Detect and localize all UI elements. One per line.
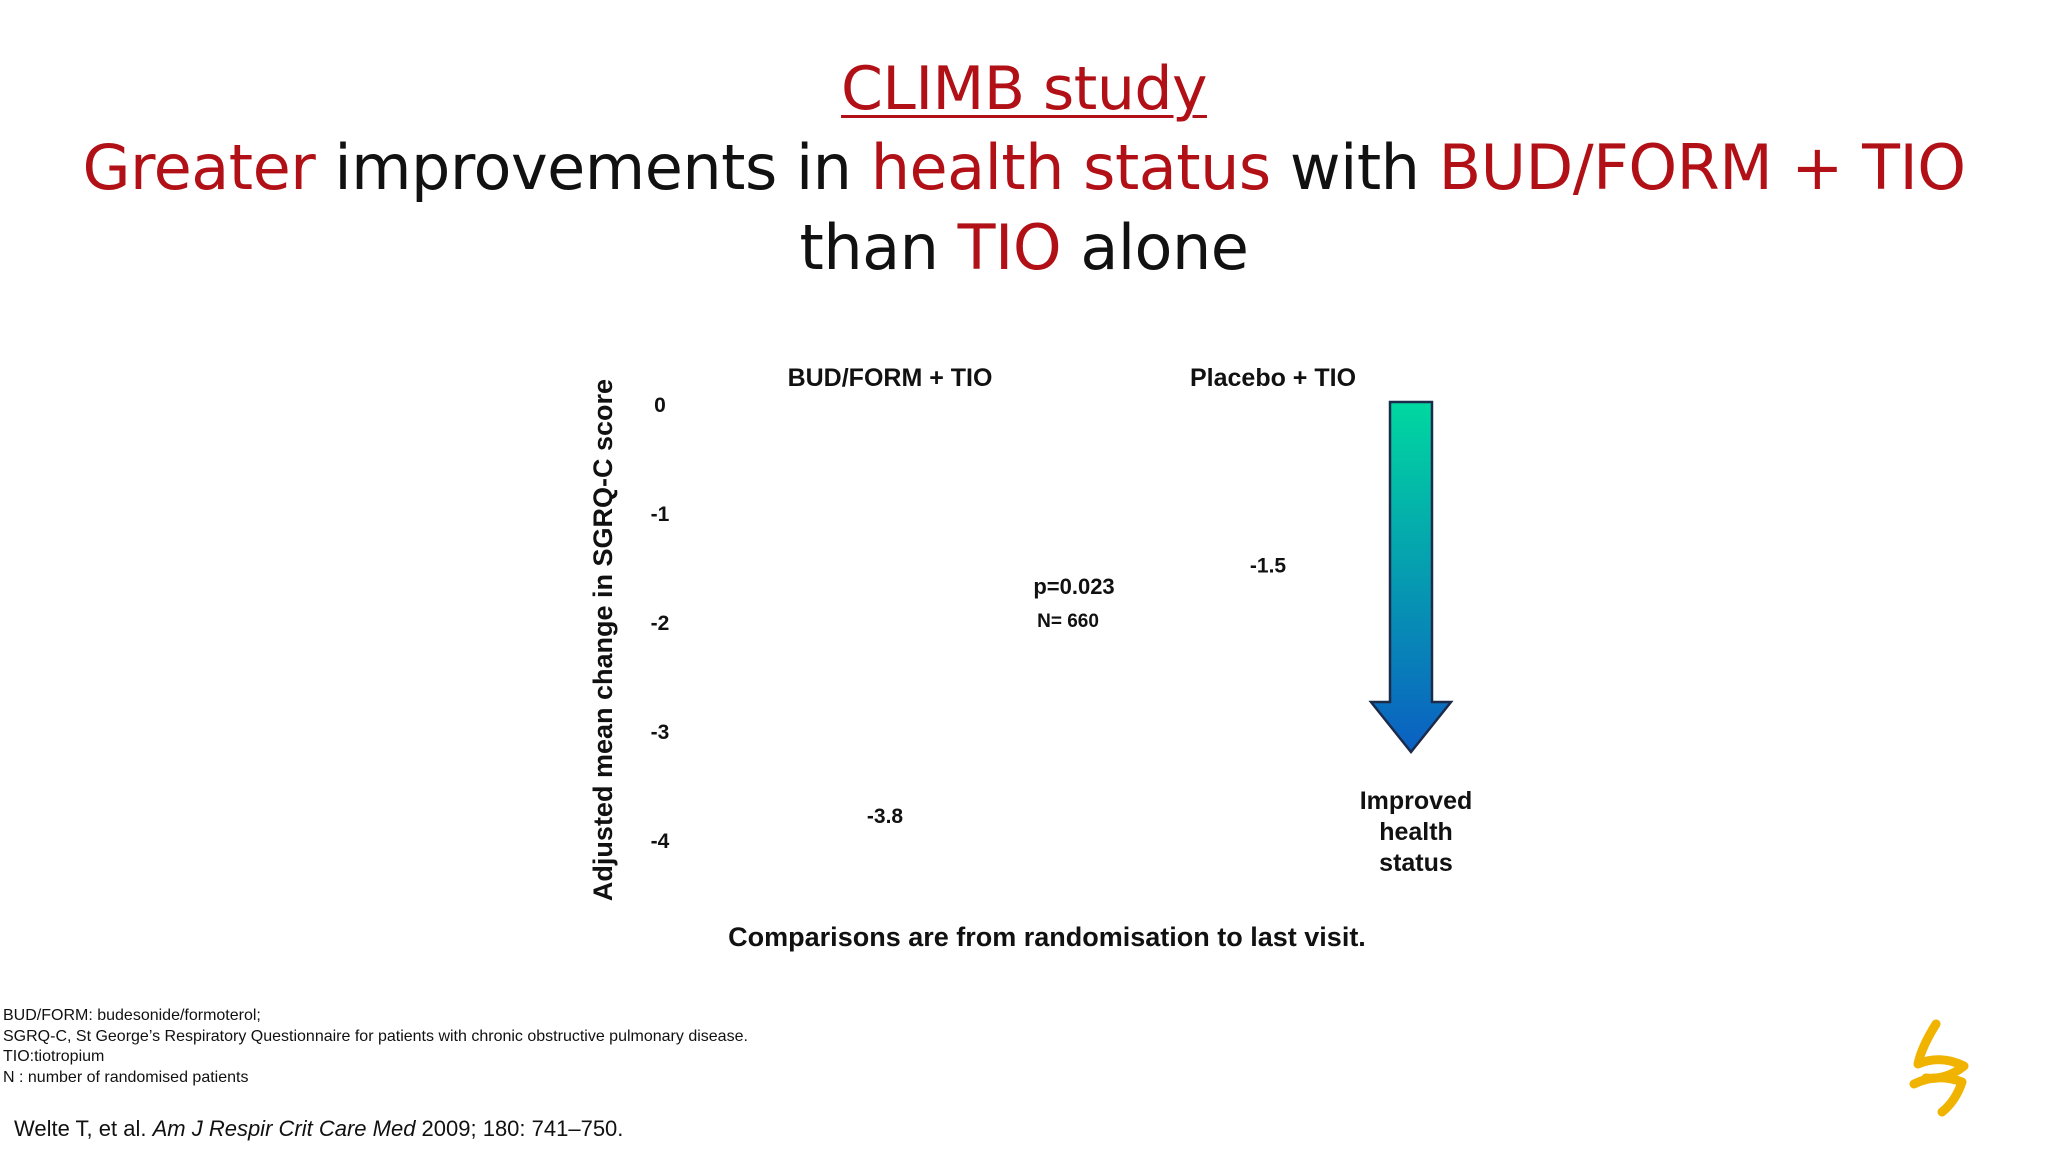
y-axis-label: Adjusted mean change in SGRQ-C score (588, 379, 618, 901)
y-tick-label: -3 (651, 721, 670, 744)
bar-value-label: -1.5 (1250, 555, 1287, 578)
y-tick-label: -4 (651, 830, 670, 853)
title-segment: with (1270, 131, 1439, 204)
sample-size-annotation: N= 660 (1037, 611, 1099, 632)
y-tick-label: -2 (651, 612, 670, 635)
footnote-line: SGRQ-C, St George’s Respiratory Question… (3, 1027, 748, 1045)
title-segment: improvements in (315, 131, 871, 204)
arrow-label-3: status (1379, 849, 1453, 877)
bar (1213, 404, 1333, 568)
category-label: BUD/FORM + TIO (788, 364, 993, 392)
study-name: CLIMB study (841, 54, 1207, 124)
citation-authors: Welte T, et al. (14, 1116, 153, 1141)
category-label: Placebo + TIO (1190, 364, 1356, 392)
title-segment: Greater (82, 131, 316, 204)
footnote-line: N : number of randomised patients (3, 1068, 249, 1086)
slide-title: CLIMB study Greater improvements in heal… (0, 50, 2048, 288)
footnote-line: BUD/FORM: budesonide/formoterol; (3, 1007, 261, 1024)
citation: Welte T, et al. Am J Respir Crit Care Me… (14, 1116, 623, 1142)
title-segment: than (799, 211, 958, 284)
chart-footer-note: Comparisons are from randomisation to la… (728, 922, 1366, 952)
title-line-1: Greater improvements in health status wi… (0, 128, 2048, 208)
y-tick-label: -1 (651, 503, 670, 526)
astrazeneca-logo-icon (1909, 1019, 1969, 1117)
footnote-line: TIO:tiotropium (3, 1048, 105, 1065)
title-segment: alone (1061, 211, 1249, 284)
title-segment: BUD/FORM + TIO (1438, 131, 1966, 204)
title-segment: health status (870, 131, 1271, 204)
title-line-2: than TIO alone (0, 208, 2048, 288)
y-tick-label: 0 (654, 394, 666, 417)
citation-details: 2009; 180: 741–750. (415, 1116, 624, 1141)
arrow-label-2: health (1379, 818, 1453, 846)
bar (830, 404, 950, 819)
arrow-label-1: Improved (1360, 787, 1473, 815)
citation-journal: Am J Respir Crit Care Med (152, 1116, 416, 1141)
p-value-annotation: p=0.023 (1033, 574, 1114, 599)
arrow-down-gradient-icon (1368, 400, 1454, 755)
footnotes: BUD/FORM: budesonide/formoterol; SGRQ-C, … (3, 1006, 748, 1088)
title-segment: TIO (957, 211, 1062, 284)
bar-value-label: -3.8 (867, 805, 904, 828)
